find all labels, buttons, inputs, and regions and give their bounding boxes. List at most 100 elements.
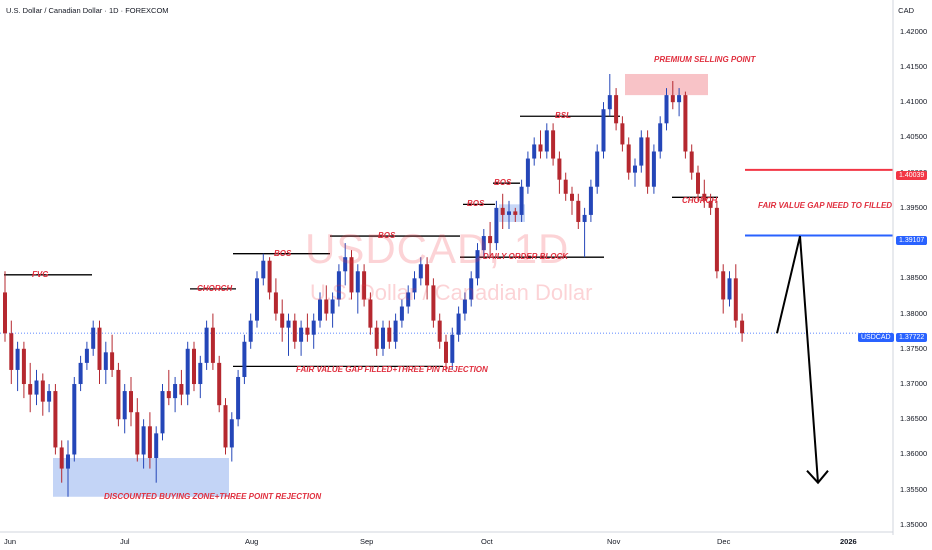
candle-body (702, 193, 707, 201)
candle-body (607, 95, 612, 110)
y-tick-label: 1.35500 (900, 484, 928, 494)
candle-body (192, 348, 196, 385)
candle-body (97, 327, 102, 370)
annotation-label: CHORCH (682, 195, 718, 205)
x-tick-label: Jun (4, 537, 17, 546)
candle-body (532, 144, 537, 159)
candle-body (154, 433, 159, 459)
candle-body (28, 384, 33, 395)
candle-body (576, 200, 581, 222)
candle-body (78, 362, 83, 385)
projection-layer (776, 235, 829, 485)
price-tag-red: 1.40039 (896, 171, 928, 180)
annotation-label: BOS (274, 248, 292, 258)
candle-body (223, 405, 228, 448)
candle-body (431, 285, 436, 321)
candles-layer[interactable] (3, 73, 745, 497)
projection-path (776, 235, 819, 483)
candle-body (469, 278, 474, 300)
candle-body (311, 320, 316, 335)
candle-body (280, 313, 285, 328)
candle-body (261, 260, 266, 279)
y-tick-label: 1.35000 (900, 519, 928, 529)
currency-label: CAD (898, 6, 914, 15)
candle-body (40, 380, 45, 402)
candle-body (601, 109, 606, 152)
annotation-label: DISCOUNTED BUYING ZONE+THREE POINT REJEC… (104, 491, 322, 501)
candle-body (273, 292, 278, 314)
annotation-label: FVG (32, 269, 49, 279)
candle-body (444, 341, 448, 363)
candle-body (456, 313, 461, 335)
candle-body (66, 454, 70, 469)
x-tick-label: Nov (607, 537, 621, 546)
candle-body (110, 352, 115, 370)
annotation-label: BOS (467, 199, 485, 209)
candle-body (368, 299, 373, 328)
candle-body (683, 95, 688, 152)
candle-body (242, 341, 247, 377)
candle-body (494, 207, 499, 244)
candle-body (387, 327, 392, 342)
y-tick-label: 1.40500 (900, 132, 928, 142)
candle-body (525, 158, 530, 187)
candle-body (217, 362, 222, 406)
candle-body (179, 384, 184, 395)
candle-body (122, 391, 127, 420)
symbol-tag: USDCAD (858, 333, 894, 342)
candle-body (740, 320, 745, 334)
watermark-symbol: USDCAD, 1D (305, 225, 570, 272)
candle-body (72, 384, 77, 455)
order-block-zone (499, 204, 525, 222)
y-tick-label: 1.41000 (900, 97, 928, 107)
candle-body (355, 271, 360, 293)
candle-body (721, 271, 726, 300)
candle-body (406, 292, 411, 307)
candle-body (488, 236, 493, 244)
candle-body (418, 264, 423, 279)
y-tick-label: 1.41500 (900, 61, 928, 71)
candle-body (733, 278, 738, 321)
candle-body (147, 426, 152, 459)
annotation-label: BSL (555, 111, 571, 121)
candle-body (135, 412, 140, 455)
premium-zone (625, 73, 708, 96)
candle-body (412, 278, 417, 293)
annotation-label: CHORCH (197, 283, 233, 293)
y-tick-label: 1.37000 (900, 379, 928, 389)
candle-body (362, 271, 367, 300)
candle-body (47, 391, 52, 402)
candle-body (21, 348, 26, 385)
candle-body (651, 151, 656, 187)
annotation-label: DAILY ORDER BLOCK (483, 252, 569, 262)
candle-body (160, 391, 165, 434)
candle-body (236, 376, 241, 420)
annotation-label: PREMIUM SELLING POINT (654, 54, 756, 64)
candle-body (664, 95, 669, 124)
x-tick-label: Aug (245, 537, 259, 546)
candle-body (343, 257, 348, 272)
x-tick-label: Jul (120, 537, 130, 546)
candle-body (588, 186, 593, 215)
candle-body (59, 447, 64, 469)
candle-body (670, 95, 675, 103)
candle-body (9, 333, 14, 370)
candle-body (633, 165, 637, 173)
candle-body (198, 362, 203, 385)
candle-body (34, 380, 39, 395)
annotation-label: FAIR VALUE GAP NEED TO FILLED (758, 201, 893, 211)
y-tick-label: 1.38000 (900, 308, 928, 318)
candle-body (538, 144, 543, 152)
candle-body (330, 299, 335, 314)
candle-body (475, 250, 480, 279)
candle-body (513, 211, 518, 215)
candle-body (248, 320, 253, 342)
candle-body (229, 419, 234, 448)
candle-body (544, 130, 549, 152)
y-tick-label: 1.38500 (900, 273, 928, 283)
x-tick-label: Oct (481, 537, 493, 546)
candle-body (658, 123, 663, 152)
candle-body (551, 130, 556, 159)
